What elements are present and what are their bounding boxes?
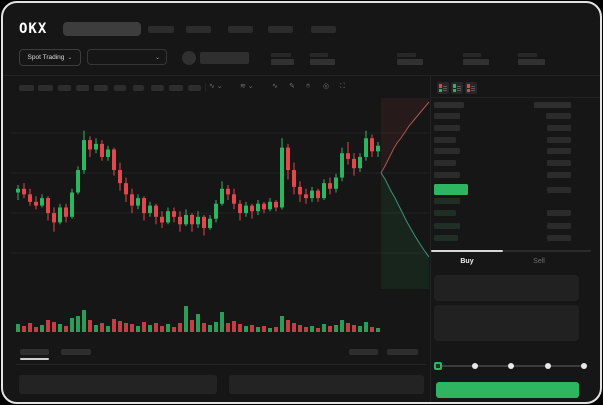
slider-dot[interactable] bbox=[471, 363, 478, 369]
view-mode-glyph bbox=[453, 84, 456, 92]
bid-row-amount[interactable] bbox=[547, 210, 571, 216]
interval-pill[interactable] bbox=[133, 85, 144, 91]
last-price-amount[interactable] bbox=[547, 187, 571, 193]
ask-row-price[interactable] bbox=[434, 148, 460, 154]
bid-row-price[interactable] bbox=[434, 235, 458, 241]
okx-logo: OKX bbox=[19, 21, 48, 37]
slider-dot[interactable] bbox=[544, 363, 551, 369]
bid-row-amount[interactable] bbox=[547, 235, 571, 241]
nav-pill[interactable] bbox=[186, 26, 211, 33]
ticker-stat-value bbox=[397, 59, 423, 65]
ticker-stat-label bbox=[310, 53, 328, 57]
sell-tab-indicator bbox=[503, 250, 591, 252]
nav-pill[interactable] bbox=[228, 26, 253, 33]
order-form-field[interactable] bbox=[434, 275, 579, 301]
nav-pill[interactable] bbox=[268, 26, 293, 33]
view-mode-glyph bbox=[439, 84, 442, 92]
orderbook-view-bids[interactable] bbox=[451, 82, 463, 94]
interval-pill[interactable] bbox=[76, 85, 89, 91]
market-type-selector[interactable]: Spot Trading ⌄ bbox=[19, 49, 81, 66]
ticker-stat-label bbox=[271, 53, 291, 57]
tab-sell[interactable]: Sell bbox=[533, 258, 545, 265]
bottom-divider bbox=[16, 364, 426, 365]
pair-coin-avatar bbox=[182, 51, 196, 65]
orderbook-col-header-price[interactable] bbox=[434, 102, 464, 108]
ask-row-amount[interactable] bbox=[546, 113, 571, 119]
last-price-indicator[interactable] bbox=[434, 184, 468, 195]
ask-row-price[interactable] bbox=[434, 172, 460, 178]
header-divider bbox=[1, 75, 602, 76]
bid-row-price[interactable] bbox=[434, 198, 460, 204]
buy-tab-indicator bbox=[431, 250, 503, 252]
interval-pill[interactable] bbox=[58, 85, 71, 91]
snapshot-camera-icon[interactable]: ⌾ bbox=[306, 83, 311, 90]
slider-dot[interactable] bbox=[508, 363, 514, 369]
interval-pill[interactable] bbox=[151, 85, 164, 91]
interval-pill[interactable] bbox=[188, 85, 201, 91]
slider-handle[interactable] bbox=[434, 362, 442, 370]
bottom-action-placeholder[interactable] bbox=[387, 349, 418, 355]
ask-row-price[interactable] bbox=[434, 137, 456, 143]
nav-pill[interactable] bbox=[148, 26, 174, 33]
buy-submit-button[interactable] bbox=[436, 382, 579, 398]
orderbook-view-asks[interactable] bbox=[465, 82, 477, 94]
ticker-stat-value bbox=[310, 59, 335, 65]
ticker-stat-label bbox=[463, 53, 481, 57]
bottom-tab-history[interactable] bbox=[61, 349, 91, 355]
pair-selector-dropdown[interactable]: ⌄ bbox=[87, 49, 167, 65]
ask-row-price[interactable] bbox=[434, 125, 460, 131]
interval-pill[interactable] bbox=[169, 85, 183, 91]
search-input[interactable] bbox=[63, 22, 141, 36]
slider-dot[interactable] bbox=[581, 363, 587, 369]
interval-pill[interactable] bbox=[114, 85, 126, 91]
bottom-tab-active-underline bbox=[20, 358, 49, 360]
compare-icon[interactable]: ∿ bbox=[272, 83, 278, 90]
ask-row-amount[interactable] bbox=[547, 160, 571, 166]
tab-buy[interactable]: Buy bbox=[460, 258, 474, 265]
order-history-panel bbox=[229, 375, 424, 394]
ask-row-price[interactable] bbox=[434, 160, 456, 166]
draw-tools-icon[interactable]: ✎ bbox=[289, 83, 295, 90]
ask-row-price[interactable] bbox=[434, 113, 460, 119]
nav-pill[interactable] bbox=[311, 26, 336, 33]
interval-pill[interactable] bbox=[94, 85, 108, 91]
chevron-down-icon: ⌄ bbox=[154, 54, 160, 61]
orderbook-divider bbox=[431, 97, 602, 98]
pair-name-placeholder bbox=[200, 52, 249, 64]
ask-row-amount[interactable] bbox=[547, 172, 571, 178]
bid-row-price[interactable] bbox=[434, 223, 460, 229]
bottom-action-placeholder[interactable] bbox=[349, 349, 378, 355]
order-form-field[interactable] bbox=[434, 305, 579, 341]
market-type-label: Spot Trading bbox=[27, 54, 65, 61]
ticker-stat-label bbox=[518, 53, 537, 57]
ticker-stat-value bbox=[463, 59, 489, 65]
bid-row-amount[interactable] bbox=[547, 223, 571, 229]
indicators-icon[interactable]: ≋ ⌄ bbox=[240, 83, 254, 90]
orderbook-view-combined[interactable] bbox=[437, 82, 449, 94]
ask-row-amount[interactable] bbox=[547, 137, 571, 143]
ticker-stat-value bbox=[518, 59, 545, 65]
ticker-stat-value bbox=[271, 59, 294, 65]
fullscreen-icon[interactable]: ⛶ bbox=[340, 83, 345, 90]
bottom-tab-orders[interactable] bbox=[20, 349, 49, 355]
chart-settings-icon[interactable]: ◎ bbox=[323, 83, 330, 90]
view-mode-glyph bbox=[467, 84, 470, 92]
interval-pill[interactable] bbox=[38, 85, 53, 91]
toolbar-divider bbox=[205, 83, 206, 92]
chart-canvas[interactable] bbox=[11, 96, 431, 341]
orderbook-col-header-amount[interactable] bbox=[534, 102, 571, 108]
panel-divider bbox=[430, 76, 431, 404]
bid-row-price[interactable] bbox=[434, 210, 456, 216]
candle-style-icon[interactable]: ∿ ⌄ bbox=[209, 83, 223, 90]
chevron-down-icon: ⌄ bbox=[67, 55, 73, 61]
ticker-stat-label bbox=[397, 53, 416, 57]
interval-pill[interactable] bbox=[19, 85, 34, 91]
ask-row-amount[interactable] bbox=[547, 125, 571, 131]
ask-row-amount[interactable] bbox=[547, 148, 571, 154]
open-orders-panel bbox=[19, 375, 217, 394]
